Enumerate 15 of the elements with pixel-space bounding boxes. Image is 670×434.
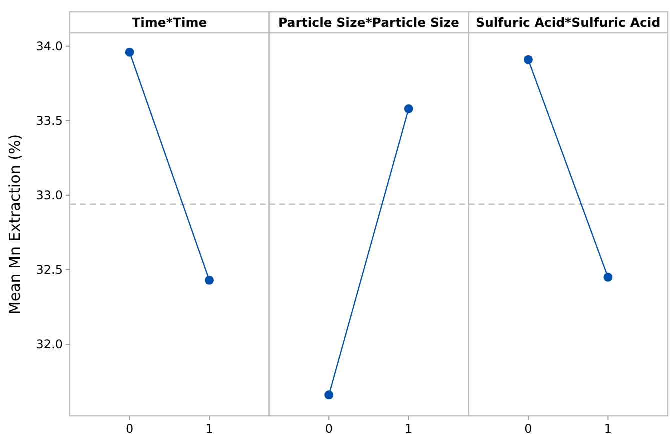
y-tick-label: 33.5 bbox=[36, 114, 63, 128]
x-tick-label: 1 bbox=[206, 422, 214, 434]
y-tick-label: 34.0 bbox=[36, 39, 63, 54]
y-axis-title: Mean Mn Extraction (%) bbox=[6, 134, 24, 315]
chart-title: Time*Time bbox=[132, 15, 208, 30]
x-tick-label: 0 bbox=[524, 422, 532, 434]
y-tick-label: 32.5 bbox=[36, 262, 63, 277]
chart-title: Particle Size*Particle Size bbox=[278, 15, 460, 30]
chart-title: Sulfuric Acid*Sulfuric Acid bbox=[476, 15, 661, 30]
x-tick-label: 0 bbox=[325, 422, 333, 434]
x-tick-label: 1 bbox=[405, 422, 413, 434]
x-tick-label: 0 bbox=[126, 422, 134, 434]
x-tick-label: 1 bbox=[604, 422, 612, 434]
y-tick-label: 32.0 bbox=[36, 337, 63, 352]
y-tick-label: 33.0 bbox=[36, 188, 63, 202]
